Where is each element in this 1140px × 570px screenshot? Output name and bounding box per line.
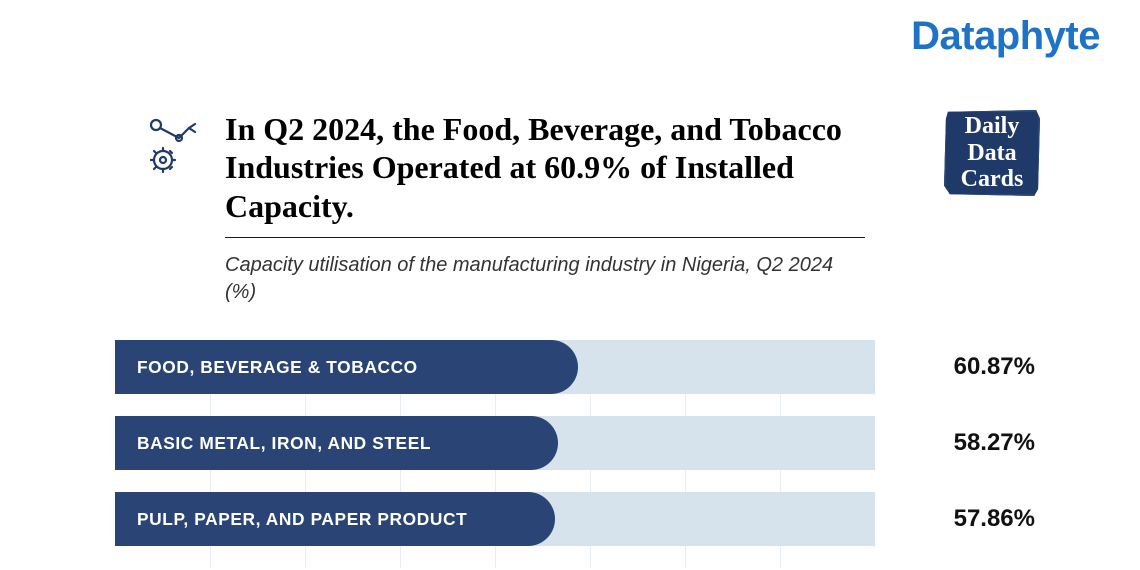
bar-value: 57.86%	[954, 492, 1035, 546]
bar-row: BASIC METAL, IRON, AND STEEL 58.27%	[115, 416, 1035, 470]
bar-label: BASIC METAL, IRON, AND STEEL	[115, 433, 431, 454]
bar-fill: BASIC METAL, IRON, AND STEEL	[115, 416, 558, 470]
bar-value: 60.87%	[954, 340, 1035, 394]
brand-logo: Dataphyte	[911, 14, 1100, 59]
bar-label: FOOD, BEVERAGE & TOBACCO	[115, 357, 418, 378]
bar-fill: FOOD, BEVERAGE & TOBACCO	[115, 340, 578, 394]
robot-arm-gear-icon	[145, 114, 205, 174]
bar-chart: FOOD, BEVERAGE & TOBACCO 60.87% BASIC META…	[115, 340, 1035, 568]
bar-fill: PULP, PAPER, AND PAPER PRODUCT	[115, 492, 555, 546]
bar-row: PULP, PAPER, AND PAPER PRODUCT 57.86%	[115, 492, 1035, 546]
bar-value: 58.27%	[954, 416, 1035, 470]
headline: In Q2 2024, the Food, Beverage, and Toba…	[225, 110, 865, 225]
bar-label: PULP, PAPER, AND PAPER PRODUCT	[115, 509, 467, 530]
header-block: In Q2 2024, the Food, Beverage, and Toba…	[145, 110, 1015, 306]
headline-rule	[225, 237, 865, 238]
infographic-canvas: Dataphyte Daily Data Cards In Q2 2024, t…	[0, 0, 1140, 570]
bar-row: FOOD, BEVERAGE & TOBACCO 60.87%	[115, 340, 1035, 394]
subtitle: Capacity utilisation of the manufacturin…	[225, 252, 865, 306]
